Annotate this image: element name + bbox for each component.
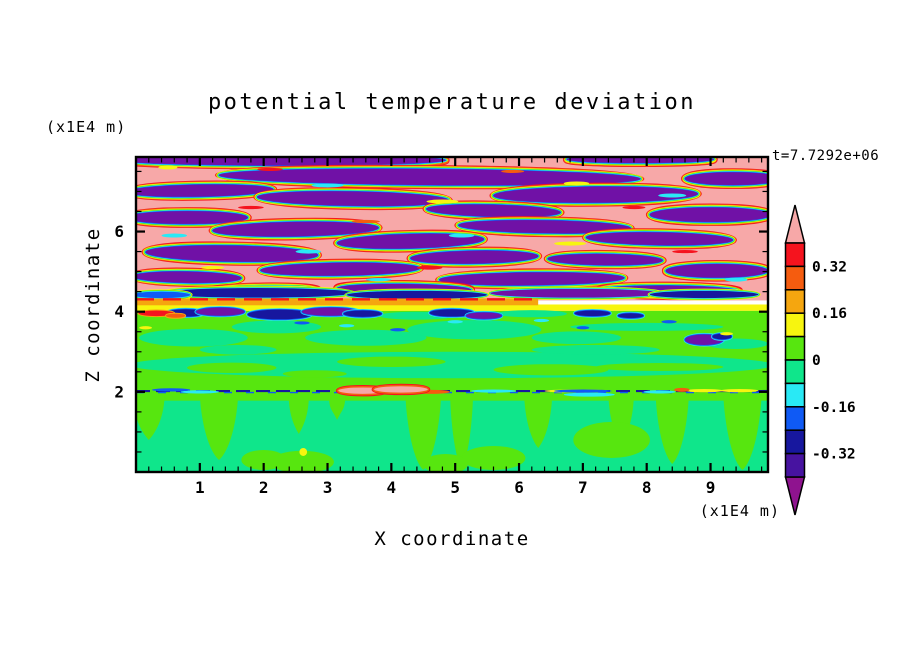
y-tick-labels: 2 4 6	[114, 222, 124, 401]
field-inversion-line	[136, 383, 768, 397]
y-axis-unit-label: (x1E4 m)	[46, 118, 127, 136]
field-shear-stripe	[136, 298, 768, 311]
x-axis-unit-label: (x1E4 m)	[699, 502, 780, 520]
colorbar-segment	[784, 382, 806, 408]
colorbar-segment	[784, 359, 806, 385]
colorbar-tick-label: -0.16	[812, 400, 856, 416]
colorbar-under-arrow	[784, 476, 806, 516]
axis-ticks	[136, 157, 768, 472]
colorbar-segment	[784, 289, 806, 314]
x-tick-label: 9	[706, 478, 716, 497]
x-tick-labels: 1 2 3 4 5 6 7 8 9	[195, 478, 715, 497]
colorbar-tick-label: 0	[812, 353, 821, 369]
colorbar-segment	[784, 429, 806, 455]
colorbar-segment	[784, 452, 806, 478]
x-axis-title: X coordinate	[374, 528, 530, 550]
field-bottom-region	[136, 391, 768, 472]
colorbar-segment	[784, 335, 806, 361]
x-tick-label: 7	[578, 478, 588, 497]
colorbar: 0.32 0.16 0 -0.16 -0.32	[784, 204, 856, 516]
colorbar-tick-label: 0.32	[812, 259, 847, 275]
field-upper-region	[136, 157, 768, 302]
x-tick-label: 3	[323, 478, 333, 497]
plot-frame	[134, 155, 770, 474]
x-tick-label: 8	[642, 478, 652, 497]
colorbar-tick-label: -0.32	[812, 447, 856, 463]
colorbar-over-arrow	[784, 204, 806, 244]
x-tick-label: 5	[450, 478, 460, 497]
x-tick-label: 4	[387, 478, 397, 497]
x-tick-label: 1	[195, 478, 205, 497]
chart-title: potential temperature deviation	[207, 90, 697, 115]
y-tick-label: 4	[114, 302, 124, 321]
colorbar-segment	[784, 265, 806, 291]
colorbar-tick-label: 0.16	[812, 306, 847, 322]
colorbar-segment	[784, 242, 806, 268]
x-tick-label: 6	[514, 478, 524, 497]
field-layers	[136, 157, 768, 472]
x-tick-label: 2	[259, 478, 269, 497]
time-annotation: t=7.7292e+06	[772, 148, 880, 164]
y-tick-label: 2	[114, 382, 124, 401]
colorbar-segment	[784, 312, 806, 338]
field-mid-region	[136, 306, 768, 392]
colorbar-segment	[784, 406, 806, 431]
y-tick-label: 6	[114, 222, 124, 241]
